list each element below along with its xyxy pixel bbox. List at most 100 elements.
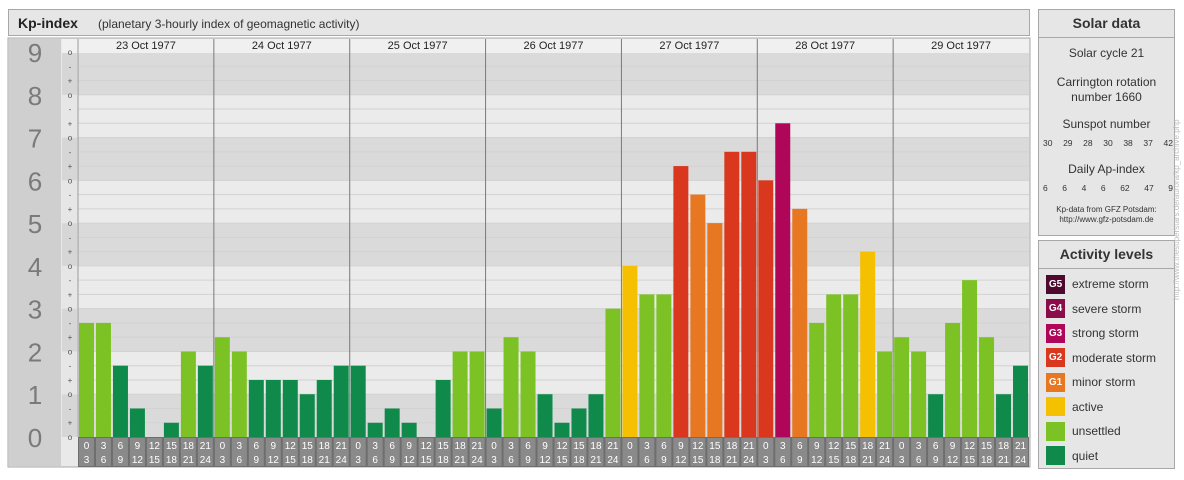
hour-start-label: 0: [491, 441, 497, 452]
hour-start-label: 21: [607, 441, 619, 452]
y-tick-label: 1: [28, 380, 42, 410]
legend-label: strong storm: [1072, 326, 1139, 340]
hour-cell: [367, 438, 383, 466]
legend-label: quiet: [1072, 448, 1099, 463]
day-label: 24 Oct 1977: [252, 40, 312, 52]
hour-end-label: 6: [237, 455, 243, 466]
kp-bar: [214, 337, 230, 437]
kp-band: [78, 137, 1029, 181]
hour-cell: [282, 438, 298, 466]
hour-end-label: 18: [573, 455, 585, 466]
legend-item: G5 extreme storm: [1046, 274, 1149, 294]
kp-bar: [299, 394, 315, 437]
sunspot-value: 30: [1043, 138, 1053, 148]
ap-index-title: Daily Ap-index: [1068, 162, 1145, 176]
kp-bar: [928, 394, 944, 437]
hour-end-label: 24: [743, 455, 755, 466]
y-tick-label: 8: [28, 81, 42, 111]
hour-cell: [486, 438, 502, 466]
hour-start-label: 9: [950, 441, 956, 452]
hour-end-label: 24: [472, 455, 484, 466]
hour-cell: [79, 438, 94, 466]
kp-bar: [129, 408, 145, 437]
credit-link[interactable]: http://www.gfz-potsdam.de: [1059, 215, 1154, 224]
hour-cell: [180, 438, 196, 466]
legend-label: unsettled: [1072, 424, 1121, 438]
minor-tick-label: -: [69, 105, 72, 114]
kp-bar: [724, 151, 740, 438]
hour-start-label: 21: [1015, 441, 1027, 452]
solar-data-panel: Solar data Solar cycle 21 Carrington rot…: [1038, 9, 1175, 236]
hour-end-label: 18: [166, 455, 178, 466]
hour-start-label: 12: [964, 441, 976, 452]
hour-start-label: 6: [661, 441, 667, 452]
day-label: 25 Oct 1977: [388, 40, 448, 52]
day-label: 26 Oct 1977: [524, 40, 584, 52]
kp-bar: [79, 322, 94, 437]
hour-start-label: 21: [879, 441, 891, 452]
legend-swatch: [1046, 421, 1065, 441]
hour-start-label: 3: [780, 441, 786, 452]
kp-bar: [826, 294, 842, 437]
hour-start-label: 21: [336, 441, 348, 452]
y-tick-label: 9: [28, 38, 42, 68]
hour-end-label: 12: [539, 455, 551, 466]
sunspot-value: 38: [1123, 138, 1133, 148]
ap-index-values: 6 6 4 6 62 47 9: [1043, 183, 1173, 193]
kp-bar: [197, 365, 213, 437]
hour-end-label: 3: [84, 455, 90, 466]
hour-cell: [163, 438, 179, 466]
kp-bar: [962, 280, 978, 437]
hour-start-label: 15: [438, 441, 450, 452]
hour-start-label: 9: [542, 441, 548, 452]
minor-tick-label: o: [68, 219, 73, 228]
hour-cell: [554, 438, 570, 466]
hour-end-label: 12: [811, 455, 823, 466]
hour-start-label: 9: [135, 441, 141, 452]
hour-end-label: 12: [268, 455, 280, 466]
kp-bar: [945, 322, 961, 437]
hour-end-label: 21: [183, 455, 195, 466]
legend-swatch: G2: [1046, 348, 1065, 367]
hour-end-label: 6: [101, 455, 107, 466]
hour-end-label: 6: [644, 455, 650, 466]
hour-start-label: 6: [254, 441, 260, 452]
hour-start-label: 15: [981, 441, 993, 452]
minor-tick-label: -: [69, 319, 72, 328]
hour-end-label: 21: [590, 455, 602, 466]
y-tick-label: 2: [28, 337, 42, 367]
hour-cell: [826, 438, 842, 466]
y-tick-label: 6: [28, 166, 42, 196]
chart-title: Kp-index: [18, 15, 78, 31]
hour-cell: [401, 438, 417, 466]
hour-cell: [639, 438, 655, 466]
hour-start-label: 21: [743, 441, 755, 452]
kp-bar: [860, 251, 876, 437]
hour-end-label: 24: [336, 455, 348, 466]
hour-cell: [214, 438, 230, 466]
kp-bar: [231, 351, 247, 437]
hour-end-label: 24: [607, 455, 619, 466]
minor-tick-label: +: [68, 205, 73, 214]
hour-cell: [95, 438, 111, 466]
legend-label: extreme storm: [1072, 277, 1149, 291]
minor-label-band: [62, 308, 77, 352]
minor-tick-label: o: [68, 305, 73, 314]
minor-tick-label: -: [69, 404, 72, 413]
minor-tick-label: -: [69, 362, 72, 371]
solar-data-title: Solar data: [1039, 10, 1174, 38]
hour-cell: [996, 438, 1012, 466]
hour-start-label: 12: [828, 441, 840, 452]
sunspot-title: Sunspot number: [1062, 117, 1151, 131]
hour-cell: [435, 438, 451, 466]
hour-start-label: 0: [763, 441, 769, 452]
activity-levels-panel: Activity levels G5 extreme storm G4 severe …: [1038, 240, 1175, 469]
hour-start-label: 12: [285, 441, 297, 452]
minor-tick-label: -: [69, 233, 72, 242]
legend-label: active: [1072, 399, 1104, 414]
hour-cell: [741, 438, 757, 466]
hour-end-label: 6: [780, 455, 786, 466]
hour-cell: [588, 438, 604, 466]
kp-bar: [469, 351, 485, 437]
hour-start-label: 0: [627, 441, 633, 452]
